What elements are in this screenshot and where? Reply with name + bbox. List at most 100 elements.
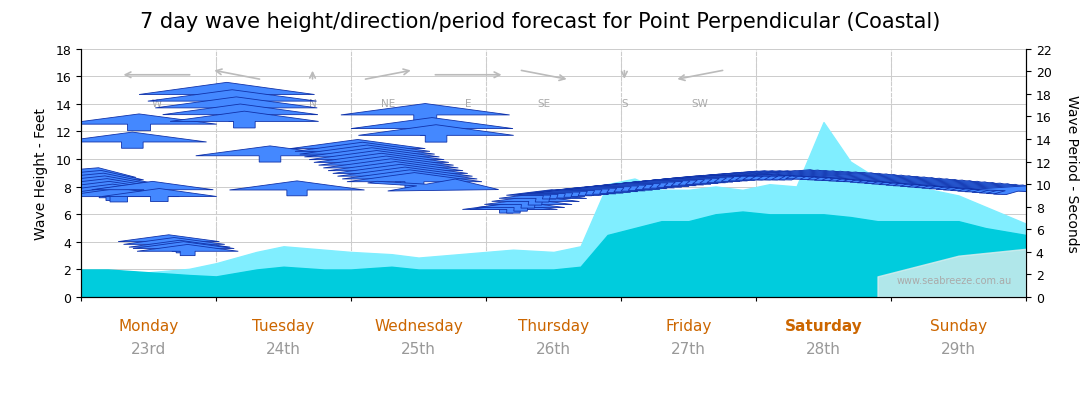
FancyArrow shape <box>338 168 473 183</box>
Text: SW: SW <box>691 99 708 109</box>
FancyArrow shape <box>323 159 458 174</box>
FancyArrow shape <box>305 148 440 163</box>
FancyArrow shape <box>845 176 930 185</box>
FancyArrow shape <box>602 181 689 190</box>
FancyArrow shape <box>667 175 755 184</box>
FancyArrow shape <box>470 204 557 214</box>
FancyArrow shape <box>359 126 514 143</box>
FancyArrow shape <box>328 162 463 177</box>
FancyArrow shape <box>123 238 225 249</box>
FancyArrow shape <box>521 189 609 199</box>
FancyArrow shape <box>137 245 239 256</box>
FancyArrow shape <box>58 133 206 149</box>
Text: NE: NE <box>381 99 395 109</box>
FancyArrow shape <box>92 182 214 196</box>
FancyArrow shape <box>462 204 550 214</box>
FancyArrow shape <box>129 241 230 252</box>
FancyArrow shape <box>793 172 879 181</box>
FancyArrow shape <box>148 90 316 109</box>
FancyArrow shape <box>771 171 856 180</box>
FancyArrow shape <box>341 104 510 123</box>
FancyArrow shape <box>118 235 219 246</box>
FancyArrow shape <box>347 173 482 188</box>
FancyArrow shape <box>881 179 966 188</box>
FancyArrow shape <box>565 185 652 194</box>
FancyArrow shape <box>683 173 769 183</box>
FancyArrow shape <box>764 171 850 180</box>
FancyArrow shape <box>54 188 175 201</box>
FancyArrow shape <box>800 173 886 182</box>
FancyArrow shape <box>309 151 444 166</box>
FancyArrow shape <box>926 183 1010 192</box>
FancyArrow shape <box>719 171 806 180</box>
Text: E: E <box>465 99 472 109</box>
Text: Tuesday: Tuesday <box>253 318 314 333</box>
FancyArrow shape <box>624 179 711 188</box>
Text: 23rd: 23rd <box>131 342 166 356</box>
Text: SE: SE <box>538 99 551 109</box>
FancyArrow shape <box>319 157 454 171</box>
Text: 24th: 24th <box>266 342 301 356</box>
FancyArrow shape <box>484 199 572 209</box>
FancyArrow shape <box>536 188 623 197</box>
FancyArrow shape <box>18 169 136 182</box>
FancyArrow shape <box>35 176 156 190</box>
FancyArrow shape <box>588 183 675 192</box>
FancyArrow shape <box>631 178 718 187</box>
FancyArrow shape <box>163 105 318 122</box>
FancyArrow shape <box>333 165 468 180</box>
FancyArrow shape <box>638 177 726 187</box>
FancyArrow shape <box>594 182 681 191</box>
FancyArrow shape <box>102 189 217 202</box>
FancyArrow shape <box>933 183 1016 192</box>
FancyArrow shape <box>734 171 821 180</box>
FancyArrow shape <box>499 193 586 202</box>
FancyArrow shape <box>580 183 667 192</box>
FancyArrow shape <box>875 178 959 187</box>
FancyArrow shape <box>295 143 430 158</box>
FancyArrow shape <box>675 174 762 183</box>
FancyArrow shape <box>29 174 149 188</box>
FancyArrow shape <box>557 185 645 195</box>
FancyArrow shape <box>367 180 499 192</box>
FancyArrow shape <box>712 171 798 180</box>
FancyArrow shape <box>704 172 792 181</box>
FancyArrow shape <box>748 171 835 180</box>
FancyArrow shape <box>919 182 1002 191</box>
FancyArrow shape <box>507 190 594 199</box>
FancyArrow shape <box>786 172 872 181</box>
FancyArrow shape <box>653 176 740 185</box>
Y-axis label: Wave Period - Seconds: Wave Period - Seconds <box>1066 95 1080 252</box>
FancyArrow shape <box>156 97 318 116</box>
FancyArrow shape <box>139 83 314 103</box>
FancyArrow shape <box>779 171 864 180</box>
Text: 26th: 26th <box>536 342 571 356</box>
FancyArrow shape <box>941 184 1024 193</box>
FancyArrow shape <box>195 147 345 163</box>
Text: N: N <box>309 99 316 109</box>
FancyArrow shape <box>867 178 951 187</box>
Text: S: S <box>621 99 627 109</box>
FancyArrow shape <box>948 184 1031 193</box>
FancyArrow shape <box>904 180 988 190</box>
FancyArrow shape <box>617 179 704 189</box>
FancyArrow shape <box>698 172 784 182</box>
FancyArrow shape <box>342 171 477 185</box>
Text: 27th: 27th <box>671 342 706 356</box>
FancyArrow shape <box>514 190 602 199</box>
FancyArrow shape <box>551 186 638 195</box>
FancyArrow shape <box>956 185 1039 194</box>
FancyArrow shape <box>815 173 901 183</box>
FancyArrow shape <box>831 175 915 184</box>
FancyArrow shape <box>572 184 660 193</box>
Text: Sunday: Sunday <box>930 318 987 333</box>
Text: Saturday: Saturday <box>785 318 862 333</box>
Text: Monday: Monday <box>119 318 178 333</box>
FancyArrow shape <box>609 180 697 190</box>
FancyArrow shape <box>646 176 733 186</box>
Text: 7 day wave height/direction/period forecast for Point Perpendicular (Coastal): 7 day wave height/direction/period forec… <box>139 12 941 32</box>
FancyArrow shape <box>971 186 1053 195</box>
FancyArrow shape <box>837 175 922 184</box>
Text: Wednesday: Wednesday <box>374 318 463 333</box>
FancyArrow shape <box>477 202 565 211</box>
